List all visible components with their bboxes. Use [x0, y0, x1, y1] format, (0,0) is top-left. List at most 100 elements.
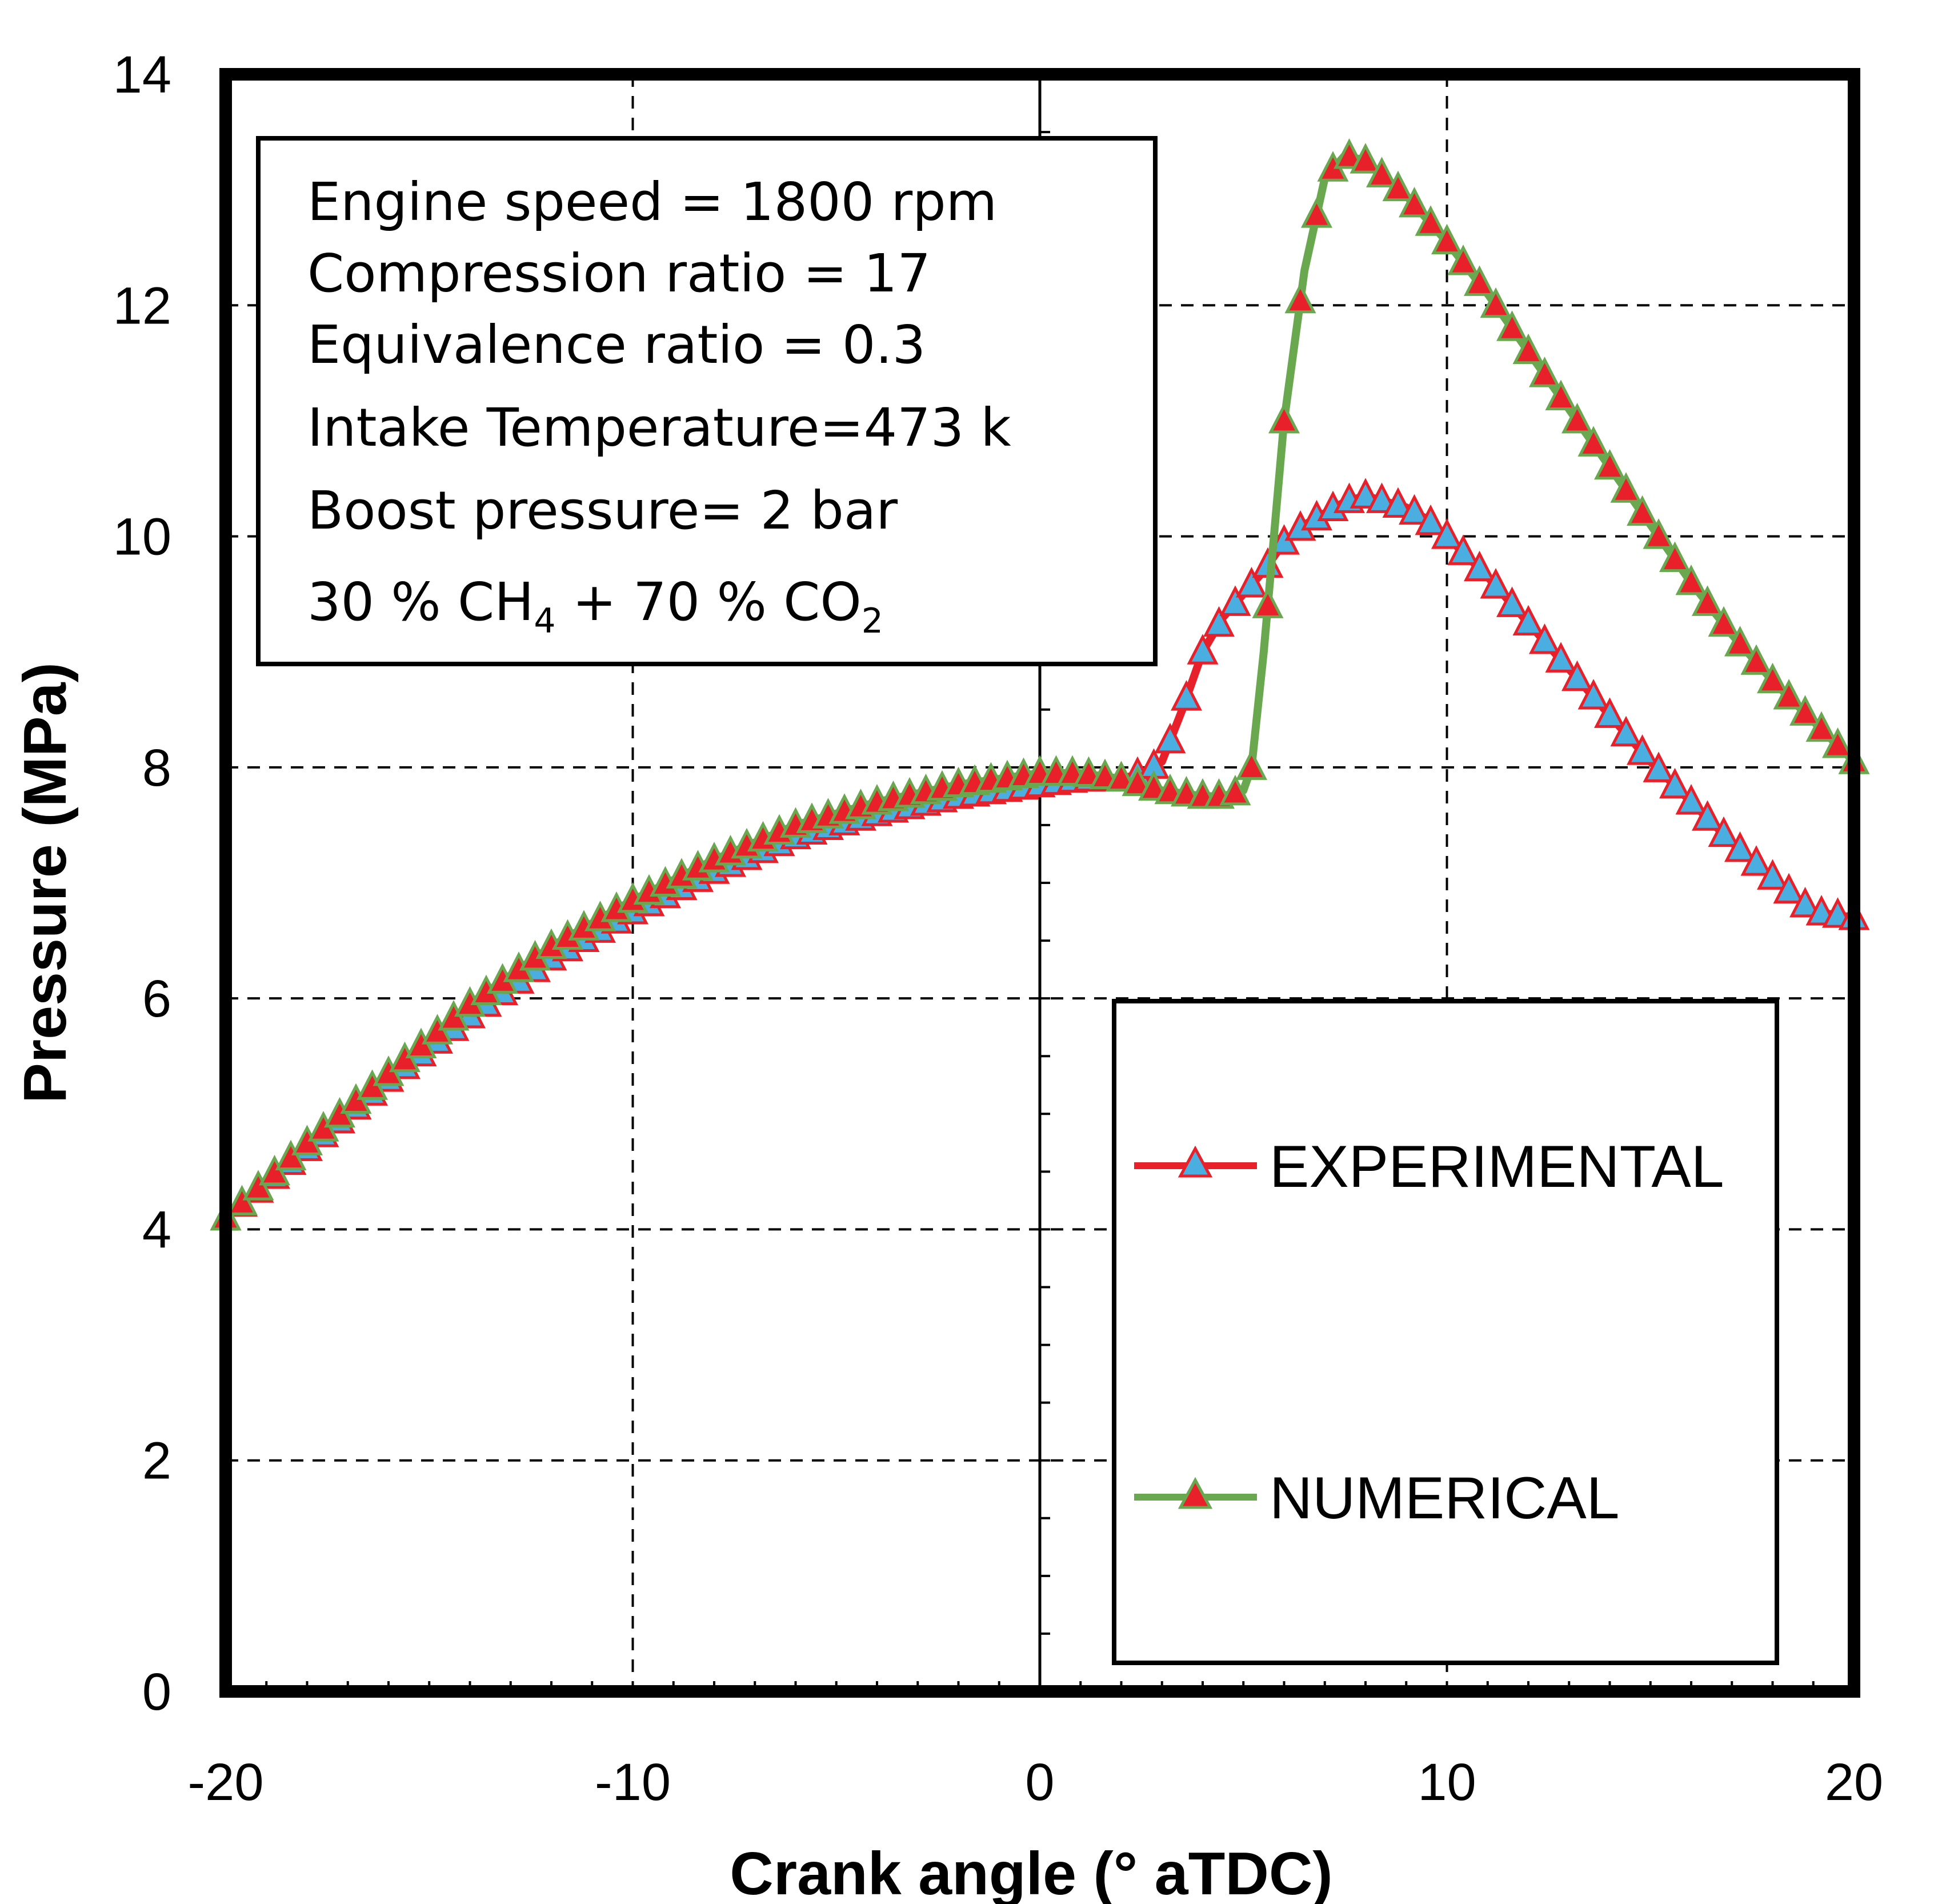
data-point-experimental [1447, 534, 1479, 565]
data-point-numerical [1805, 711, 1837, 742]
data-point-experimental [1757, 859, 1788, 890]
series-layer [210, 138, 1870, 1231]
data-point-experimental [1577, 679, 1609, 710]
legend-label-experimental: EXPERIMENTAL [1270, 1134, 1724, 1200]
y-tick-label: 8 [142, 739, 171, 797]
data-point-numerical [1301, 197, 1332, 228]
data-point-numerical [259, 1154, 290, 1186]
info-line-intake-temperature: Intake Temperature=473 k [307, 397, 1011, 458]
data-point-numerical [1773, 679, 1805, 710]
data-point-numerical [1382, 170, 1414, 202]
x-tick-label: 20 [1825, 1753, 1883, 1811]
legend-frame [1112, 999, 1779, 1665]
axis-ticks: -20 -10 0 10 20 0 2 4 6 8 10 12 14 [113, 46, 1884, 1811]
info-line-composition: 30 % CH4 + 70 % CO2 [307, 571, 883, 641]
data-point-experimental [1610, 715, 1642, 747]
info-box-frame [256, 136, 1158, 666]
y-tick-label: 10 [113, 508, 171, 566]
data-point-numerical [1675, 564, 1707, 595]
legend-item-experimental: EXPERIMENTAL [1134, 1134, 1724, 1200]
data-point-experimental [1512, 605, 1544, 636]
data-point-numerical [1627, 495, 1658, 526]
y-tick-label: 4 [142, 1201, 171, 1259]
legend-swatch-experimental-marker [1178, 1145, 1213, 1178]
data-point-experimental [1480, 568, 1512, 599]
composition-part-ch: 30 % CH [307, 571, 534, 633]
data-point-numerical [1594, 449, 1625, 480]
data-point-experimental [1236, 567, 1267, 598]
info-line-equivalence-ratio: Equivalence ratio = 0.3 [307, 314, 926, 375]
info-line-boost-pressure: Boost pressure= 2 bar [307, 480, 898, 541]
legend: EXPERIMENTAL NUMERICAL [1112, 999, 1779, 1665]
data-point-numerical [1447, 245, 1479, 275]
data-point-numerical [1366, 157, 1398, 187]
data-point-experimental [1431, 518, 1463, 549]
data-point-numerical [1480, 287, 1512, 318]
data-point-numerical [1708, 606, 1740, 637]
legend-item-numerical: NUMERICAL [1134, 1465, 1620, 1531]
data-point-experimental [1724, 831, 1756, 862]
data-point-numerical [1399, 186, 1430, 218]
data-point-numerical [1757, 662, 1788, 694]
data-point-numerical [1529, 357, 1560, 387]
info-line-engine-speed: Engine speed = 1800 rpm [307, 171, 997, 233]
data-point-numerical [1219, 774, 1251, 806]
data-point-experimental [1366, 482, 1398, 513]
x-axis-title: Crank angle (° aTDC) [730, 1840, 1332, 1904]
data-point-experimental [1675, 784, 1707, 815]
data-point-numerical [1561, 402, 1593, 434]
x-tick-label: -10 [595, 1753, 671, 1811]
legend-label-numerical: NUMERICAL [1270, 1465, 1620, 1531]
data-point-experimental [1692, 800, 1723, 831]
data-point-numerical [1643, 518, 1675, 549]
data-point-experimental [1643, 751, 1675, 782]
data-point-experimental [1154, 722, 1186, 754]
data-point-numerical [1692, 585, 1723, 616]
data-point-numerical [1415, 205, 1447, 236]
series-numerical [210, 138, 1870, 1231]
data-point-numerical [242, 1170, 274, 1201]
y-tick-label: 6 [142, 970, 171, 1028]
data-point-numerical [1724, 626, 1756, 657]
data-point-experimental [1171, 680, 1202, 711]
data-point-experimental [1382, 487, 1414, 518]
data-point-experimental [1773, 873, 1805, 904]
data-point-numerical [1252, 587, 1284, 618]
data-point-experimental [1350, 478, 1382, 509]
x-tick-label: 0 [1025, 1753, 1054, 1811]
y-tick-label: 12 [113, 277, 171, 335]
data-point-numerical [1577, 426, 1609, 457]
x-tick-label: -20 [188, 1753, 264, 1811]
y-tick-label: 2 [142, 1432, 171, 1490]
composition-part-co: + 70 % CO [556, 571, 862, 633]
data-point-experimental [1594, 697, 1625, 728]
data-point-experimental [1627, 734, 1658, 765]
data-point-numerical [275, 1139, 307, 1171]
data-point-experimental [1740, 845, 1772, 876]
y-tick-label: 0 [142, 1663, 171, 1721]
data-point-numerical [1610, 472, 1642, 503]
data-point-numerical [1284, 282, 1316, 314]
data-point-numerical [1106, 761, 1137, 792]
plot-frame [219, 68, 1860, 1698]
info-box: Engine speed = 1800 rpm Compression rati… [256, 136, 1158, 666]
data-point-experimental [1187, 634, 1219, 665]
data-point-experimental [1496, 586, 1528, 617]
data-point-numerical [1350, 143, 1382, 174]
data-point-experimental [1203, 606, 1235, 637]
composition-sub-2: 2 [862, 601, 883, 641]
info-line-compression-ratio: Compression ratio = 17 [307, 243, 931, 304]
data-point-experimental [1399, 494, 1430, 525]
data-point-numerical [1496, 310, 1528, 341]
data-point-experimental [1464, 550, 1495, 582]
composition-sub-4: 4 [534, 601, 555, 641]
data-point-experimental [1545, 642, 1577, 673]
legend-swatch-numerical-marker [1178, 1477, 1213, 1509]
data-point-experimental [1659, 767, 1691, 799]
data-point-numerical [1431, 223, 1463, 255]
data-point-experimental [1561, 660, 1593, 691]
data-point-numerical [1659, 541, 1691, 572]
data-point-numerical [1122, 765, 1154, 797]
data-point-experimental [1708, 816, 1740, 847]
